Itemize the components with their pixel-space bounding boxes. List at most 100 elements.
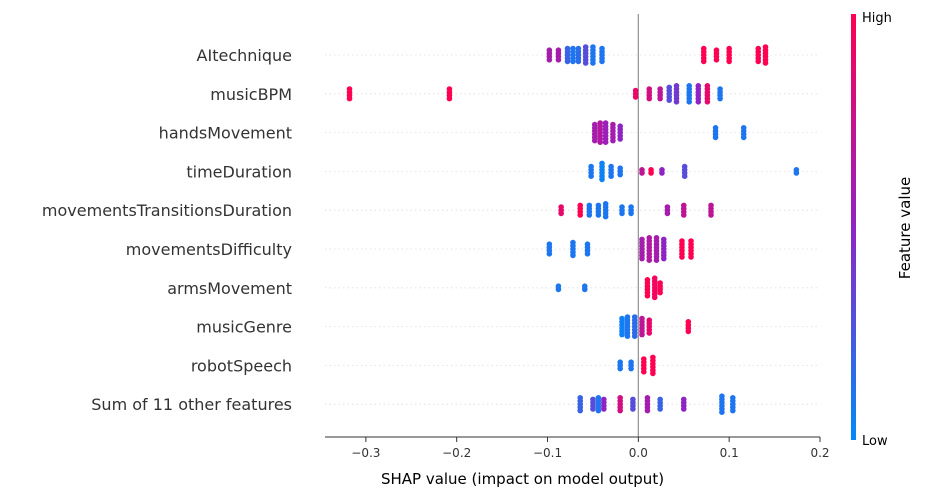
data-point xyxy=(617,407,623,414)
data-point xyxy=(546,251,553,257)
data-point xyxy=(644,407,651,414)
feature-label: Sum of 11 other features xyxy=(91,395,292,414)
data-point xyxy=(719,409,725,416)
data-point xyxy=(646,95,653,102)
data-point xyxy=(673,99,680,105)
data-point xyxy=(610,137,616,144)
data-point xyxy=(555,57,562,63)
data-point xyxy=(680,212,687,218)
data-point xyxy=(602,139,609,145)
data-point xyxy=(639,331,645,338)
data-point xyxy=(617,136,623,142)
data-point xyxy=(717,95,723,102)
data-point xyxy=(704,99,711,105)
data-point xyxy=(653,257,660,264)
data-point xyxy=(712,134,719,141)
data-point xyxy=(657,95,663,102)
data-point xyxy=(660,255,667,262)
data-point xyxy=(666,97,673,103)
data-point xyxy=(602,213,609,220)
data-point xyxy=(608,173,614,179)
data-point xyxy=(708,212,714,218)
row-gridlines xyxy=(325,54,820,405)
data-point xyxy=(664,210,671,217)
feature-label: robotSpeech xyxy=(191,356,292,375)
data-point xyxy=(659,170,665,176)
data-point xyxy=(575,58,582,65)
data-point xyxy=(601,406,607,412)
x-tick-label: 0.2 xyxy=(810,446,829,460)
data-point xyxy=(762,60,769,66)
data-point xyxy=(617,171,623,178)
data-point xyxy=(346,95,353,102)
x-tick-label: 0.1 xyxy=(720,446,739,460)
data-point xyxy=(646,257,653,264)
data-point xyxy=(599,58,605,65)
data-point xyxy=(688,254,694,260)
data-point xyxy=(740,134,747,141)
data-point xyxy=(646,330,653,336)
data-point xyxy=(619,331,625,338)
feature-label: movementsDifficulty xyxy=(126,240,292,259)
feature-label: armsMovement xyxy=(167,279,292,298)
data-point xyxy=(597,139,604,145)
data-point xyxy=(590,60,596,66)
feature-label: handsMovement xyxy=(159,124,292,143)
feature-label: musicGenre xyxy=(196,318,292,337)
data-point xyxy=(581,286,588,293)
colorbar-title: Feature value xyxy=(896,177,914,279)
data-point xyxy=(755,58,762,65)
data-point xyxy=(586,212,593,218)
data-point xyxy=(639,255,645,262)
data-point xyxy=(730,407,736,414)
data-point xyxy=(679,254,685,260)
data-point xyxy=(713,57,720,63)
data-point xyxy=(577,407,584,414)
x-axis-title: SHAP value (impact on model output) xyxy=(381,470,664,488)
data-point xyxy=(632,94,639,100)
data-point xyxy=(588,173,594,179)
data-point xyxy=(564,58,571,65)
data-points xyxy=(346,44,800,416)
x-tick-label: −0.1 xyxy=(533,446,562,460)
data-point xyxy=(591,137,598,144)
data-point xyxy=(700,58,707,65)
x-tick-label: −0.3 xyxy=(351,446,380,460)
data-point xyxy=(686,99,693,105)
x-axis: −0.3 −0.2 −0.1 0.0 0.1 0.2 xyxy=(325,436,830,460)
data-point xyxy=(624,333,631,340)
data-point xyxy=(681,173,688,179)
data-point xyxy=(558,210,564,217)
data-point xyxy=(595,212,602,218)
data-point xyxy=(657,289,663,296)
feature-label: musicBPM xyxy=(210,85,292,104)
data-point xyxy=(619,210,625,217)
data-point xyxy=(640,369,647,375)
data-point xyxy=(648,170,654,176)
data-point xyxy=(617,365,623,372)
x-tick-label: −0.2 xyxy=(442,446,471,460)
data-point xyxy=(546,57,553,63)
data-point xyxy=(680,406,687,412)
data-point xyxy=(446,95,453,102)
data-point xyxy=(599,176,605,183)
data-point xyxy=(555,286,562,293)
data-point xyxy=(695,99,702,105)
colorbar xyxy=(851,14,856,440)
data-point xyxy=(644,293,651,299)
data-point xyxy=(628,210,634,217)
data-point xyxy=(590,406,596,412)
data-point xyxy=(595,407,602,414)
data-point xyxy=(726,58,732,65)
data-point xyxy=(657,406,663,412)
data-point xyxy=(685,328,692,335)
feature-label: timeDuration xyxy=(186,162,292,181)
x-tick-label: 0.0 xyxy=(629,446,648,460)
feature-label: AItechnique xyxy=(197,46,292,65)
data-point xyxy=(650,370,656,377)
data-point xyxy=(651,294,658,301)
colorbar-high-label: High xyxy=(862,11,892,26)
data-point xyxy=(628,365,634,372)
data-point xyxy=(639,170,645,176)
